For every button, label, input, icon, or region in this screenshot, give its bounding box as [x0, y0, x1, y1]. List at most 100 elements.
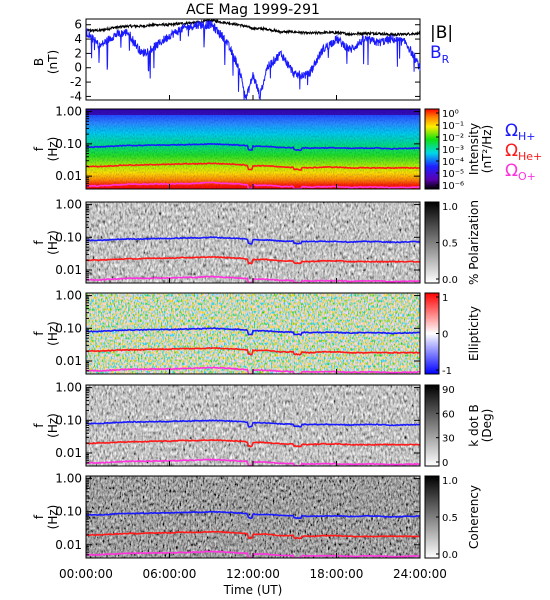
legend-br-main: B	[430, 43, 442, 63]
polarization-ytick-label: 0.10	[55, 230, 82, 244]
time-tick-label: 12:00:00	[226, 567, 280, 581]
ellipticity-colorbar-label: 1	[442, 293, 448, 304]
ellipticity-ytick-label: 1.00	[55, 289, 82, 303]
polarization-colorbar: 1.0 0.5 0.0 % Polarization	[424, 200, 481, 286]
bfield-ytick-label: 2	[74, 46, 82, 60]
ellipticity-colorbar-title: Ellipticity	[467, 306, 481, 361]
ellipticity-colorbar-label: -1	[442, 366, 452, 377]
intensity-colorbar-label: 10⁰	[442, 109, 459, 120]
intensity-ylabel-main: f	[32, 146, 46, 151]
time-tick-label: 00:00:00	[59, 567, 113, 581]
kdotb-ytick-label: 0.01	[55, 446, 82, 460]
ellipticity-colorbar-label: 0	[442, 330, 448, 341]
bmag-line	[85, 18, 421, 38]
time-tick-label: 06:00:00	[143, 567, 197, 581]
bfield-plot-area	[85, 18, 421, 101]
coherency-colorbar-title: Coherency	[467, 485, 481, 549]
coherency-omega-he-line	[86, 530, 420, 540]
polarization-ylabel-unit: (Hz)	[46, 230, 60, 255]
time-axis-label: Time (UT)	[223, 583, 283, 597]
kdotb-ylabel-main: f	[32, 423, 46, 428]
figure-title: ACE Mag 1999-291	[186, 2, 320, 18]
kdotb-ytick-label: 0.10	[55, 413, 82, 427]
kdotb-omega-h-line	[86, 419, 420, 428]
polarization-ytick-label: 0.01	[55, 263, 82, 277]
panel-intensity: 1.00 0.10 0.01 f (Hz) 10⁰10⁻¹10⁻²10⁻³10⁻⁴10⁻⁵…	[32, 105, 494, 192]
intensity-ytick-label: 0.10	[55, 137, 82, 151]
time-axis: 00:00:00 06:00:00 12:00:00 18:00:00 24:00:00	[59, 567, 447, 581]
intensity-colorbar-label: 10⁻³	[442, 145, 464, 156]
legend-br: BR	[430, 43, 450, 66]
kdotb-colorbar-title: k dot B	[467, 404, 481, 446]
polarization-colorbar-label: 0.5	[442, 239, 458, 250]
panel-kdotb: 1.00 0.10 0.01 f (Hz) 90 60 30 0 k dot B (Deg)	[32, 381, 494, 469]
intensity-colorbar-units: (nT²/Hz)	[480, 125, 494, 173]
polarization-colorbar-title: % Polarization	[467, 200, 481, 285]
ellipticity-ytick-label: 0.01	[55, 354, 82, 368]
intensity-colorbar-title: Intensity	[467, 123, 481, 175]
bfield-ytick-label: -2	[70, 75, 82, 89]
kdotb-colorbar-units: (Deg)	[480, 409, 494, 443]
polarization-colorbar-label: 0.0	[442, 275, 458, 286]
legend-br-sub: R	[442, 53, 450, 66]
spectrogram-panels: 1.000.100.01f (Hz)10⁰10⁻¹10⁻²10⁻³10⁻⁴10⁻⁵…	[32, 105, 494, 561]
legend-omega-he: ΩHe+	[505, 141, 542, 163]
coherency-ytick-label: 0.10	[55, 505, 82, 519]
intensity-colorbar-label: 10⁻⁶	[442, 181, 464, 192]
panel-ellipticity: 1.00 0.10 0.01 f (Hz) 1 0 -1 Ellipticity	[32, 289, 481, 377]
intensity-ytick-label: 1.00	[55, 105, 82, 119]
intensity-colorbar-label: 10⁻²	[442, 133, 464, 144]
panel-coherency: 1.00 0.10 0.01 f (Hz) 1.0 0.5 0.0 Coherency	[32, 472, 481, 561]
kdotb-colorbar-label: 90	[442, 385, 455, 396]
time-tick-label: 24:00:00	[393, 567, 447, 581]
bfield-ylabel-unit: (nT)	[46, 50, 60, 74]
legend-omega-o: ΩO+	[505, 161, 536, 183]
kdotb-image	[86, 385, 420, 466]
intensity-omega-he-line	[86, 162, 420, 171]
ellipticity-image	[86, 293, 420, 374]
bfield-ytick-label: 6	[74, 18, 82, 32]
bfield-ytick-label: -4	[70, 89, 82, 103]
kdotb-colorbar-label: 60	[442, 409, 455, 420]
br-line	[85, 20, 421, 101]
ellipticity-colorbar: 1 0 -1 Ellipticity	[424, 292, 481, 377]
intensity-colorbar-label: 10⁻⁵	[442, 169, 464, 180]
kdotb-colorbar-label: 0	[442, 458, 448, 469]
kdotb-omega-he-line	[86, 438, 420, 448]
coherency-image	[86, 476, 420, 558]
polarization-ytick-label: 1.00	[55, 198, 82, 212]
polarization-colorbar-label: 1.0	[442, 202, 458, 213]
ellipticity-ytick-label: 0.10	[55, 321, 82, 335]
intensity-colorbar-label: 10⁻⁴	[442, 157, 464, 168]
polarization-image	[86, 202, 420, 283]
intensity-ytick-label: 0.01	[55, 169, 82, 183]
coherency-colorbar: 1.0 0.5 0.0 Coherency	[424, 475, 481, 561]
coherency-ylabel-main: f	[32, 514, 46, 519]
kdotb-colorbar: 90 60 30 0 k dot B (Deg)	[424, 384, 494, 469]
coherency-colorbar-label: 1.0	[442, 476, 458, 487]
coherency-ytick-label: 1.00	[55, 472, 82, 486]
coherency-colorbar-label: 0.5	[442, 513, 458, 524]
kdotb-ylabel-unit: (Hz)	[46, 413, 60, 438]
kdotb-colorbar-fill	[424, 384, 440, 467]
intensity-ylabel-unit: (Hz)	[46, 137, 60, 162]
kdotb-colorbar-label: 30	[442, 434, 455, 445]
bfield-ytick-label: 4	[74, 32, 82, 46]
coherency-ytick-label: 0.01	[55, 538, 82, 552]
ellipticity-omega-h-line	[86, 327, 420, 337]
gyro-legend: ΩH+ ΩHe+ ΩO+	[505, 121, 542, 183]
legend-omega-h: ΩH+	[505, 121, 536, 143]
coherency-omega-h-line	[86, 510, 420, 520]
coherency-ylabel-unit: (Hz)	[46, 505, 60, 530]
ellipticity-ylabel-main: f	[32, 331, 46, 336]
coherency-colorbar-label: 0.0	[442, 550, 458, 561]
time-tick-label: 18:00:00	[310, 567, 364, 581]
bfield-ylabel-main: B	[32, 58, 46, 66]
kdotb-ytick-label: 1.00	[55, 381, 82, 395]
polarization-omega-h-line	[86, 236, 420, 245]
ellipticity-ylabel-unit: (Hz)	[46, 321, 60, 346]
intensity-omega-h-line	[86, 142, 420, 152]
